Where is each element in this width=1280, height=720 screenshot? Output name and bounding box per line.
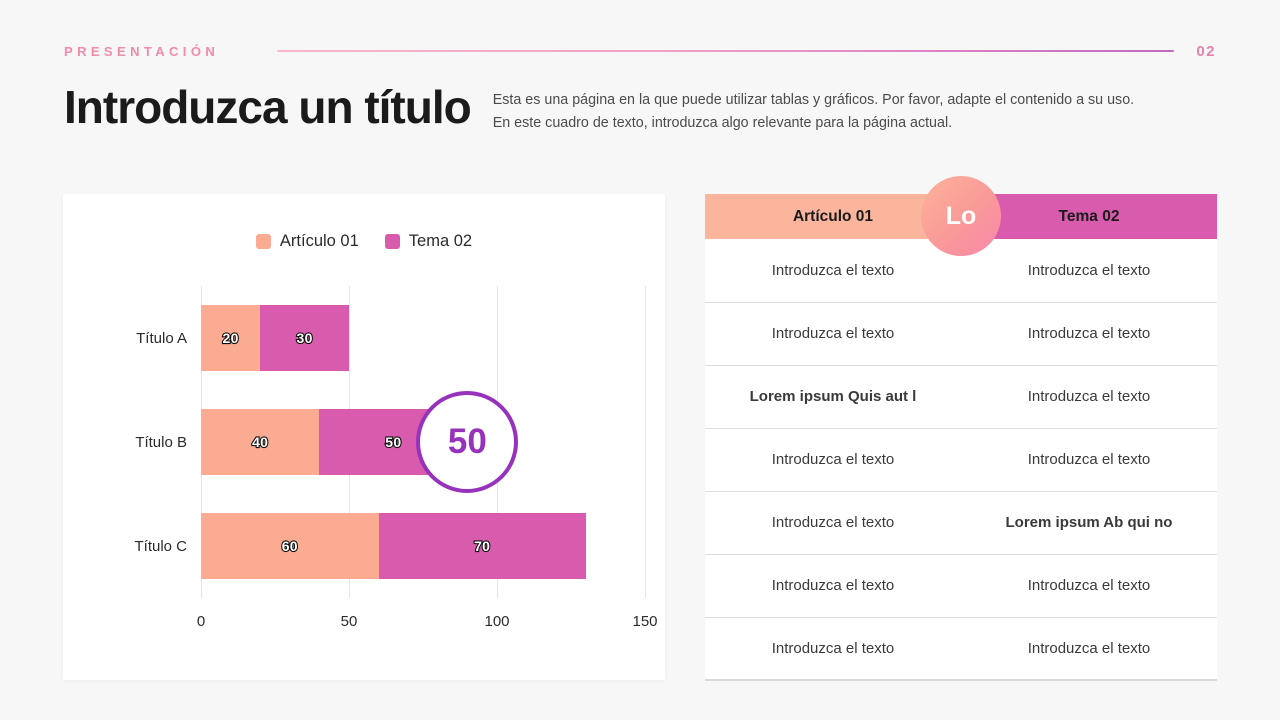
table-cell[interactable]: Introduzca el texto xyxy=(705,491,961,555)
table-badge: Lo xyxy=(921,176,1001,256)
table-row: Introduzca el texto Introduzca el texto xyxy=(705,239,1217,303)
chart-bar-value-label: 40 xyxy=(251,433,269,451)
legend-swatch-series-2 xyxy=(384,234,400,249)
header-divider-rule xyxy=(277,50,1175,52)
chart-category-label: Título B xyxy=(135,433,187,451)
chart-card: Artículo 01 Tema 02 Título A 20 30 Título B… xyxy=(63,194,665,680)
table-cell[interactable]: Introduzca el texto xyxy=(705,554,961,618)
legend-label-series-2: Tema 02 xyxy=(408,232,473,250)
chart-x-tick-label: 150 xyxy=(632,613,658,630)
table-row: Introduzca el texto Lorem ipsum Ab qui no xyxy=(705,491,1217,555)
table-cell[interactable]: Introduzca el texto xyxy=(961,365,1217,429)
table-row: Introduzca el texto Introduzca el texto xyxy=(705,617,1217,681)
table-cell[interactable]: Introduzca el texto xyxy=(961,302,1217,366)
chart-bar-segment[interactable]: 40 xyxy=(201,409,320,475)
table-cell[interactable]: Introduzca el texto xyxy=(961,554,1217,618)
table-header-row: Artículo 01 Tema 02 xyxy=(705,194,1217,239)
chart-category-label: Título A xyxy=(136,329,187,347)
chart-bar-segment[interactable]: 30 xyxy=(260,305,349,371)
chart-x-tick-label: 100 xyxy=(484,613,510,630)
chart-bar-value-label: 30 xyxy=(295,329,313,347)
legend-swatch-series-1 xyxy=(255,234,271,249)
table-cell[interactable]: Introduzca el texto xyxy=(705,428,961,492)
data-table: Artículo 01 Tema 02 Introduzca el texto I… xyxy=(705,194,1217,681)
page-title: Introduzca un título xyxy=(64,81,472,133)
chart-bar-segment[interactable]: 60 xyxy=(201,513,379,579)
chart-bar-value-label: 60 xyxy=(281,537,299,555)
chart-x-tick-label: 50 xyxy=(340,613,358,630)
chart-plot-inner: Título A 20 30 Título B 40 50 Título C 60 70 50 xyxy=(134,286,646,598)
table-cell-accent[interactable]: Lorem ipsum Ab qui no xyxy=(961,491,1217,555)
table-cell[interactable]: Introduzca el texto xyxy=(961,617,1217,681)
table-row: Introduzca el texto Introduzca el texto xyxy=(705,428,1217,492)
table-body: Introduzca el texto Introduzca el texto In… xyxy=(705,239,1217,681)
chart-bar-value-label: 50 xyxy=(384,433,402,451)
lead-line-2: En este cuadro de texto, introduzca algo… xyxy=(492,115,953,132)
legend-item-series-2[interactable]: Tema 02 xyxy=(384,232,473,251)
table-column-header-2[interactable]: Tema 02 xyxy=(961,194,1217,239)
chart-bar-value-label: 70 xyxy=(473,537,491,555)
title-block: Introduzca un título Esta es una página … xyxy=(64,78,1216,134)
eyebrow-label: PRESENTACIÓN xyxy=(64,43,220,59)
chart-gridline xyxy=(645,286,646,598)
chart-bar-segment[interactable]: 20 xyxy=(201,305,261,371)
table-cell[interactable]: Introduzca el texto xyxy=(705,302,961,366)
chart-bar-row: Título C 60 70 xyxy=(134,513,645,579)
chart-legend: Artículo 01 Tema 02 xyxy=(63,232,665,251)
table-cell[interactable]: Introduzca el texto xyxy=(961,239,1217,303)
chart-bar-segment[interactable]: 70 xyxy=(378,513,586,579)
table-column-header-1[interactable]: Artículo 01 xyxy=(705,194,961,239)
chart-annotation-callout: 50 xyxy=(416,391,519,493)
chart-plot-area: Título A 20 30 Título B 40 50 Título C 60 70 50 0… xyxy=(99,286,658,630)
chart-x-tick-label: 0 xyxy=(196,613,206,630)
table-row: Introduzca el texto Introduzca el texto xyxy=(705,554,1217,618)
legend-item-series-1[interactable]: Artículo 01 xyxy=(255,232,359,251)
table-row: Lorem ipsum Quis aut l Introduzca el text… xyxy=(705,365,1217,429)
table-cell-accent[interactable]: Lorem ipsum Quis aut l xyxy=(705,365,961,429)
data-table-wrapper: Lo Artículo 01 Tema 02 Introduzca el tex… xyxy=(705,176,1217,681)
lead-paragraph: Esta es una página en la que puede utili… xyxy=(493,89,1134,134)
table-cell[interactable]: Introduzca el texto xyxy=(705,239,961,303)
slide-header: PRESENTACIÓN 02 xyxy=(64,40,1216,62)
legend-label-series-1: Artículo 01 xyxy=(279,232,359,250)
chart-category-label: Título C xyxy=(134,537,187,555)
table-cell[interactable]: Introduzca el texto xyxy=(705,617,961,681)
table-row: Introduzca el texto Introduzca el texto xyxy=(705,302,1217,366)
page-number: 02 xyxy=(1196,42,1216,60)
table-cell[interactable]: Introduzca el texto xyxy=(961,428,1217,492)
lead-line-1: Esta es una página en la que puede utili… xyxy=(492,92,1135,108)
table-head: Artículo 01 Tema 02 xyxy=(705,194,1217,239)
chart-bar-value-label: 20 xyxy=(221,329,239,347)
chart-bar-row: Título A 20 30 xyxy=(136,305,645,371)
